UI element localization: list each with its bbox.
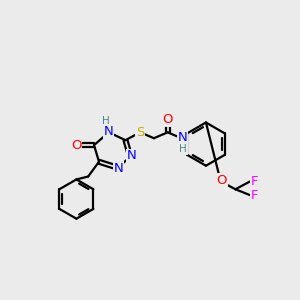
Text: F: F: [250, 189, 258, 202]
Text: H: H: [102, 116, 110, 126]
Text: N: N: [114, 162, 124, 175]
Text: N: N: [104, 125, 114, 138]
Text: O: O: [216, 174, 227, 187]
Text: H: H: [179, 144, 187, 154]
Text: S: S: [136, 126, 144, 139]
Text: O: O: [162, 113, 173, 126]
Text: N: N: [127, 149, 136, 162]
Text: F: F: [250, 175, 258, 188]
Text: N: N: [178, 131, 187, 144]
Text: O: O: [71, 139, 82, 152]
